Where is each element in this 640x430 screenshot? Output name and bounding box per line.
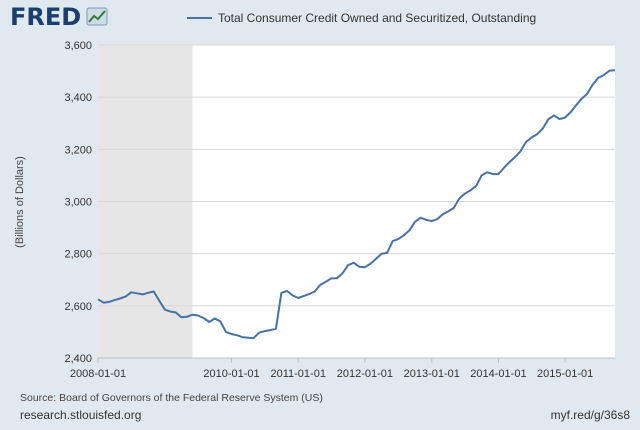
footer-link-research[interactable]: research.stlouisfed.org [20,408,142,422]
y-tick-label: 3,000 [64,197,92,209]
y-tick-label: 3,200 [64,144,92,156]
y-tick-label: 2,400 [64,353,92,365]
x-tick-label: 2012-01-01 [337,368,393,380]
y-axis-title: (Billions of Dollars) [14,156,26,248]
x-tick-label: 2011-01-01 [270,368,325,380]
fred-logo-chart-icon [86,7,108,26]
fred-logo[interactable]: FRED [10,3,81,31]
x-tick-label: 2014-01-01 [470,368,526,380]
y-tick-label: 3,400 [64,92,92,104]
x-tick-label: 2010-01-01 [203,368,259,380]
x-tick-label: 2015-01-01 [537,368,593,380]
y-tick-label: 3,600 [64,40,92,52]
x-tick-label: 2013-01-01 [404,368,460,380]
x-tick-label: 2008-01-01 [70,368,126,380]
footer-link-shorturl[interactable]: myf.red/g/36s8 [550,408,630,422]
source-note: Source: Board of Governors of the Federa… [20,392,323,404]
y-tick-label: 2,800 [64,249,92,261]
y-tick-label: 2,600 [64,301,92,313]
legend-label: Total Consumer Credit Owned and Securiti… [218,11,536,25]
series-line [97,69,616,340]
